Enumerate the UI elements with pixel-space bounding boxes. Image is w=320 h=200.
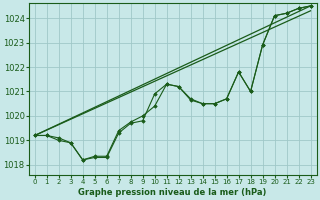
X-axis label: Graphe pression niveau de la mer (hPa): Graphe pression niveau de la mer (hPa)	[78, 188, 267, 197]
